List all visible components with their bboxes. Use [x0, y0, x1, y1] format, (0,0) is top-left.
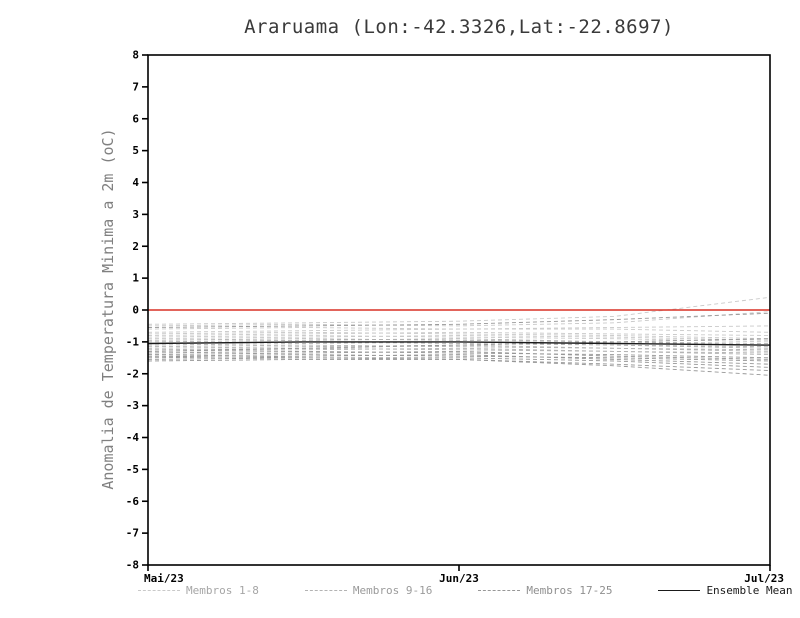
ensemble-member-line — [147, 338, 771, 352]
x-tick-label: Mai/23 — [144, 572, 184, 585]
legend-entry-ensemble-mean: Ensemble Mean — [658, 584, 793, 597]
chart-title: Araruama (Lon:-42.3326,Lat:-22.8697) — [244, 16, 674, 38]
y-tick-label: -8 — [126, 559, 139, 572]
ensemble-member-line — [147, 296, 771, 325]
legend: Membros 1-8 Membros 9-16 Membros 17-25 E… — [138, 584, 793, 597]
ensemble-mean-line — [147, 341, 771, 346]
y-tick-label: -2 — [126, 367, 139, 380]
y-tick-label: 0 — [132, 304, 139, 317]
y-tick-label: 1 — [132, 272, 139, 285]
ensemble-member-line — [147, 350, 771, 359]
ensemble-member-line — [147, 347, 771, 354]
ensemble-member-line — [147, 354, 771, 362]
y-tick-label: -4 — [126, 431, 140, 444]
y-tick-label: -3 — [126, 399, 139, 412]
legend-label: Membros 9-16 — [352, 584, 433, 597]
y-tick-label: -5 — [126, 463, 139, 476]
y-tick-label: -1 — [126, 335, 140, 348]
legend-line-sample — [478, 590, 521, 591]
ensemble-member-line — [147, 311, 771, 327]
legend-label: Ensemble Mean — [706, 584, 793, 597]
ensemble-member-line — [147, 331, 771, 336]
legend-line-sample — [138, 590, 180, 591]
ensemble-member-line — [147, 331, 771, 340]
legend-line-sample — [304, 590, 347, 591]
y-tick-label: 2 — [132, 240, 139, 253]
ensemble-member-line — [147, 328, 771, 333]
ensemble-member-line — [147, 335, 771, 343]
ensemble-member-line — [147, 335, 771, 341]
legend-entry-members-9-16: Membros 9-16 — [304, 584, 433, 597]
y-tick-label: 8 — [132, 49, 139, 62]
ensemble-member-line — [147, 357, 771, 368]
ensemble-member-line — [147, 347, 771, 356]
ensemble-member-line — [147, 338, 771, 346]
legend-line-sample — [658, 590, 701, 591]
x-tick-label: Jul/23 — [744, 572, 784, 585]
y-tick-label: -7 — [126, 527, 139, 540]
ensemble-member-line — [147, 341, 771, 348]
ensemble-member-line — [147, 355, 771, 376]
ensemble-member-line — [147, 350, 771, 360]
legend-entry-members-17-25: Membros 17-25 — [478, 584, 612, 597]
ensemble-member-line — [147, 344, 771, 351]
y-tick-label: 7 — [132, 80, 139, 93]
y-tick-label: 6 — [132, 112, 139, 125]
x-tick-label: Jun/23 — [439, 572, 479, 585]
y-tick-label: 3 — [132, 208, 139, 221]
y-tick-label: 4 — [132, 176, 139, 189]
ensemble-member-line — [147, 338, 771, 344]
y-tick-label: -6 — [126, 495, 140, 508]
legend-entry-members-1-8: Membros 1-8 — [138, 584, 259, 597]
legend-label: Membros 17-25 — [526, 584, 613, 597]
legend-label: Membros 1-8 — [186, 584, 259, 597]
y-tick-label: 5 — [132, 144, 139, 157]
ensemble-member-line — [147, 312, 771, 328]
ensemble-member-line — [147, 354, 771, 365]
